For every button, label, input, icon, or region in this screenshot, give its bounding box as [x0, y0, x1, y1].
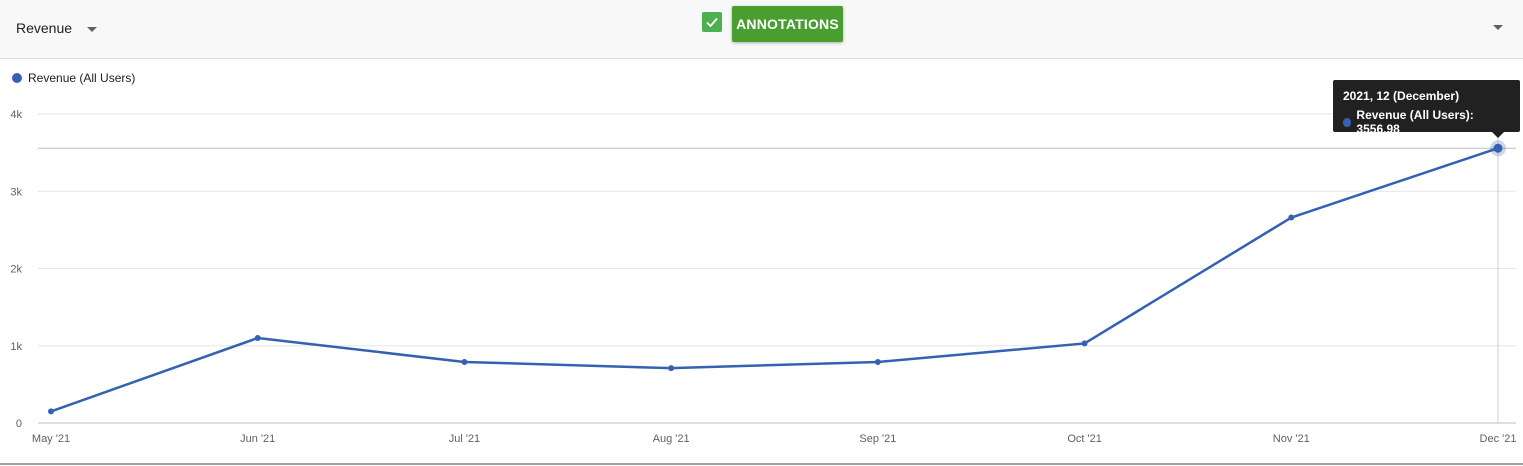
annotations-checkbox[interactable] [702, 12, 722, 32]
data-point-highlighted [1493, 143, 1503, 153]
chart-toolbar: Revenue ANNOTATIONS [0, 0, 1523, 59]
tooltip-series-swatch [1343, 117, 1352, 127]
y-tick-label: 0 [16, 418, 22, 430]
chart-bottom-border [0, 463, 1523, 465]
tooltip-series-value: Revenue (All Users): 3556.98 [1356, 108, 1474, 136]
tooltip-title: 2021, 12 (December) [1343, 89, 1460, 103]
data-point [668, 365, 675, 372]
x-tick-label: Dec '21 [1480, 433, 1517, 445]
chevron-down-icon [87, 26, 98, 32]
metric-dropdown[interactable]: Revenue [16, 18, 98, 38]
y-tick-label: 2k [10, 264, 22, 276]
data-point [1081, 340, 1088, 347]
annotations-button[interactable]: ANNOTATIONS [732, 6, 843, 42]
metric-dropdown-label: Revenue [16, 20, 73, 36]
x-tick-label: Jun '21 [240, 433, 275, 445]
y-tick-label: 3k [10, 186, 22, 198]
legend-swatch [12, 73, 22, 83]
legend-label: Revenue (All Users) [28, 71, 136, 85]
chart-tooltip: 2021, 12 (December) Revenue (All Users):… [1333, 80, 1520, 138]
data-point [461, 358, 468, 365]
x-tick-label: Jul '21 [449, 433, 480, 445]
data-point [1288, 214, 1295, 221]
x-tick-label: Nov '21 [1273, 433, 1310, 445]
y-tick-label: 4k [10, 109, 22, 121]
check-icon [706, 17, 718, 28]
x-tick-label: Oct '21 [1067, 433, 1102, 445]
x-tick-label: May '21 [32, 433, 70, 445]
x-tick-label: Sep '21 [859, 433, 896, 445]
chart-options-chevron-down-icon[interactable] [1493, 25, 1503, 30]
data-point [48, 408, 54, 415]
chart-legend: Revenue (All Users) [12, 71, 135, 85]
series-line [50, 147, 1499, 413]
data-point [254, 335, 261, 342]
y-tick-label: 1k [10, 341, 22, 353]
x-tick-label: Aug '21 [653, 433, 690, 445]
data-point [874, 358, 881, 365]
